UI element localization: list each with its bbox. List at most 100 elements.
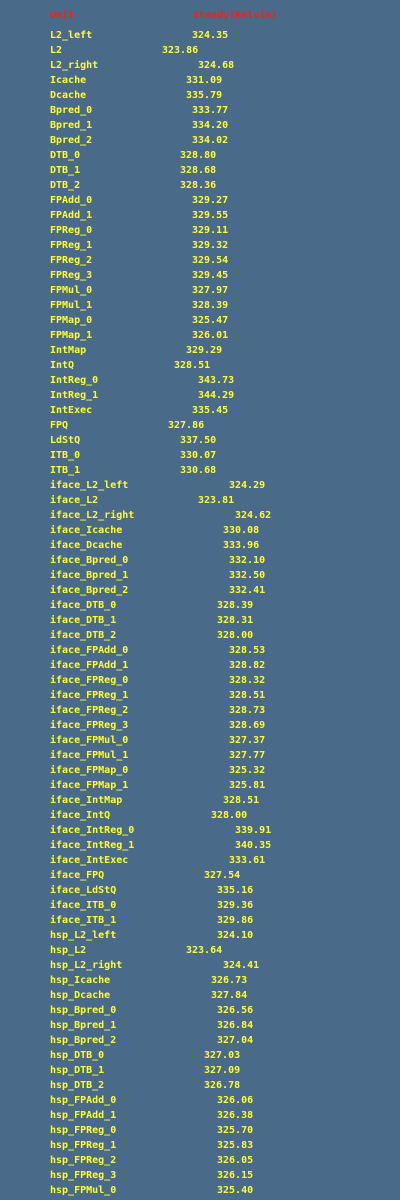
table-row: Icache 331.09	[0, 73, 400, 88]
steady-temperature-value: 329.36	[217, 900, 254, 911]
table-row: iface_Bpred_2 332.41	[0, 583, 400, 598]
unit-name: iface_FPAdd_0	[50, 645, 129, 656]
unit-name: hsp_DTB_1	[50, 1065, 105, 1076]
steady-temperature-value: 327.77	[229, 750, 266, 761]
steady-temperature-value: 326.73	[211, 975, 248, 986]
steady-temperature-value: 328.00	[217, 630, 254, 641]
steady-temperature-value: 326.01	[192, 330, 229, 341]
steady-temperature-value: 328.31	[217, 615, 254, 626]
table-row: hsp_Bpred_0 326.56	[0, 1003, 400, 1018]
unit-name: iface_Bpred_1	[50, 570, 129, 581]
steady-temperature-value: 334.20	[192, 120, 229, 131]
table-row: IntMap 329.29	[0, 343, 400, 358]
steady-temperature-value: 325.47	[192, 315, 229, 326]
table-row: iface_DTB_2 328.00	[0, 628, 400, 643]
steady-temperature-value: 325.70	[217, 1125, 254, 1136]
unit-name: hsp_FPReg_0	[50, 1125, 117, 1136]
unit-name: hsp_FPAdd_1	[50, 1110, 117, 1121]
steady-temperature-value: 328.00	[211, 810, 248, 821]
unit-name: FPAdd_1	[50, 210, 93, 221]
unit-name: iface_L2_right	[50, 510, 135, 521]
steady-temperature-value: 330.07	[180, 450, 217, 461]
unit-name: hsp_FPReg_1	[50, 1140, 117, 1151]
unit-name: ITB_1	[50, 465, 81, 476]
steady-temperature-value: 326.84	[217, 1020, 254, 1031]
unit-name: L2	[50, 45, 63, 56]
unit-name: hsp_L2_right	[50, 960, 123, 971]
unit-name: FPQ	[50, 420, 69, 431]
steady-temperature-value: 328.39	[192, 300, 229, 311]
steady-temperature-value: 325.83	[217, 1140, 254, 1151]
steady-temperature-value: 335.79	[186, 90, 223, 101]
unit-name: DTB_1	[50, 165, 81, 176]
steady-temperature-value: 327.54	[204, 870, 241, 881]
steady-temperature-value: 328.80	[180, 150, 217, 161]
table-row: iface_FPReg_3 328.69	[0, 718, 400, 733]
table-row: hsp_FPReg_1 325.83	[0, 1138, 400, 1153]
steady-temperature-value: 329.86	[217, 915, 254, 926]
unit-name: Dcache	[50, 90, 87, 101]
unit-name: iface_ITB_1	[50, 915, 117, 926]
unit-name: hsp_FPReg_2	[50, 1155, 117, 1166]
unit-name: hsp_Dcache	[50, 990, 111, 1001]
steady-column-header: Steady(Kelvin)	[193, 10, 278, 21]
unit-name: iface_IntReg_0	[50, 825, 135, 836]
unit-name: iface_L2_left	[50, 480, 129, 491]
table-row: iface_L2 323.81	[0, 493, 400, 508]
unit-name: iface_DTB_2	[50, 630, 117, 641]
unit-name: hsp_FPAdd_0	[50, 1095, 117, 1106]
table-row: iface_FPReg_2 328.73	[0, 703, 400, 718]
steady-temperature-value: 327.03	[204, 1050, 241, 1061]
steady-temperature-value: 323.86	[162, 45, 199, 56]
steady-temperature-value: 330.08	[223, 525, 260, 536]
table-row: iface_Bpred_1 332.50	[0, 568, 400, 583]
unit-name: hsp_Bpred_1	[50, 1020, 117, 1031]
unit-name: hsp_L2_left	[50, 930, 117, 941]
unit-name: Icache	[50, 75, 87, 86]
unit-name: IntMap	[50, 345, 87, 356]
steady-temperature-value: 328.68	[180, 165, 217, 176]
table-row: DTB_2 328.36	[0, 178, 400, 193]
unit-name: iface_FPReg_1	[50, 690, 129, 701]
unit-name: FPReg_0	[50, 225, 93, 236]
table-row: iface_FPMul_0 327.37	[0, 733, 400, 748]
table-row: FPMap_0 325.47	[0, 313, 400, 328]
steady-temperature-value: 344.29	[198, 390, 235, 401]
unit-name: iface_Icache	[50, 525, 123, 536]
unit-name: iface_LdStQ	[50, 885, 117, 896]
table-row: hsp_Bpred_1 326.84	[0, 1018, 400, 1033]
table-row: FPReg_1 329.32	[0, 238, 400, 253]
steady-temperature-value: 323.64	[186, 945, 223, 956]
table-row: iface_FPReg_1 328.51	[0, 688, 400, 703]
table-row: iface_L2_right 324.62	[0, 508, 400, 523]
unit-name: iface_FPMul_0	[50, 735, 129, 746]
unit-name: iface_FPReg_2	[50, 705, 129, 716]
steady-temperature-value: 328.53	[229, 645, 266, 656]
table-row: IntReg_0 343.73	[0, 373, 400, 388]
unit-name: iface_DTB_0	[50, 600, 117, 611]
table-row: FPAdd_1 329.55	[0, 208, 400, 223]
unit-name: hsp_Icache	[50, 975, 111, 986]
table-row: iface_L2_left 324.29	[0, 478, 400, 493]
steady-temperature-value: 328.51	[229, 690, 266, 701]
steady-temperature-value: 329.32	[192, 240, 229, 251]
steady-temperature-value: 328.39	[217, 600, 254, 611]
unit-name: iface_Dcache	[50, 540, 123, 551]
steady-temperature-value: 324.29	[229, 480, 266, 491]
table-row: iface_ITB_0 329.36	[0, 898, 400, 913]
steady-temperature-value: 328.36	[180, 180, 217, 191]
unit-name: iface_Bpred_2	[50, 585, 129, 596]
steady-temperature-value: 324.10	[217, 930, 254, 941]
steady-temperature-value: 324.35	[192, 30, 229, 41]
table-row: iface_IntReg_0 339.91	[0, 823, 400, 838]
table-row: FPReg_3 329.45	[0, 268, 400, 283]
steady-temperature-value: 327.04	[217, 1035, 254, 1046]
steady-temperature-value: 325.81	[229, 780, 266, 791]
table-row: FPQ 327.86	[0, 418, 400, 433]
table-row: iface_DTB_0 328.39	[0, 598, 400, 613]
table-row: hsp_FPReg_3 326.15	[0, 1168, 400, 1183]
unit-name: iface_FPQ	[50, 870, 105, 881]
table-row: IntQ 328.51	[0, 358, 400, 373]
unit-name: Bpred_1	[50, 120, 93, 131]
table-row: hsp_DTB_2 326.78	[0, 1078, 400, 1093]
